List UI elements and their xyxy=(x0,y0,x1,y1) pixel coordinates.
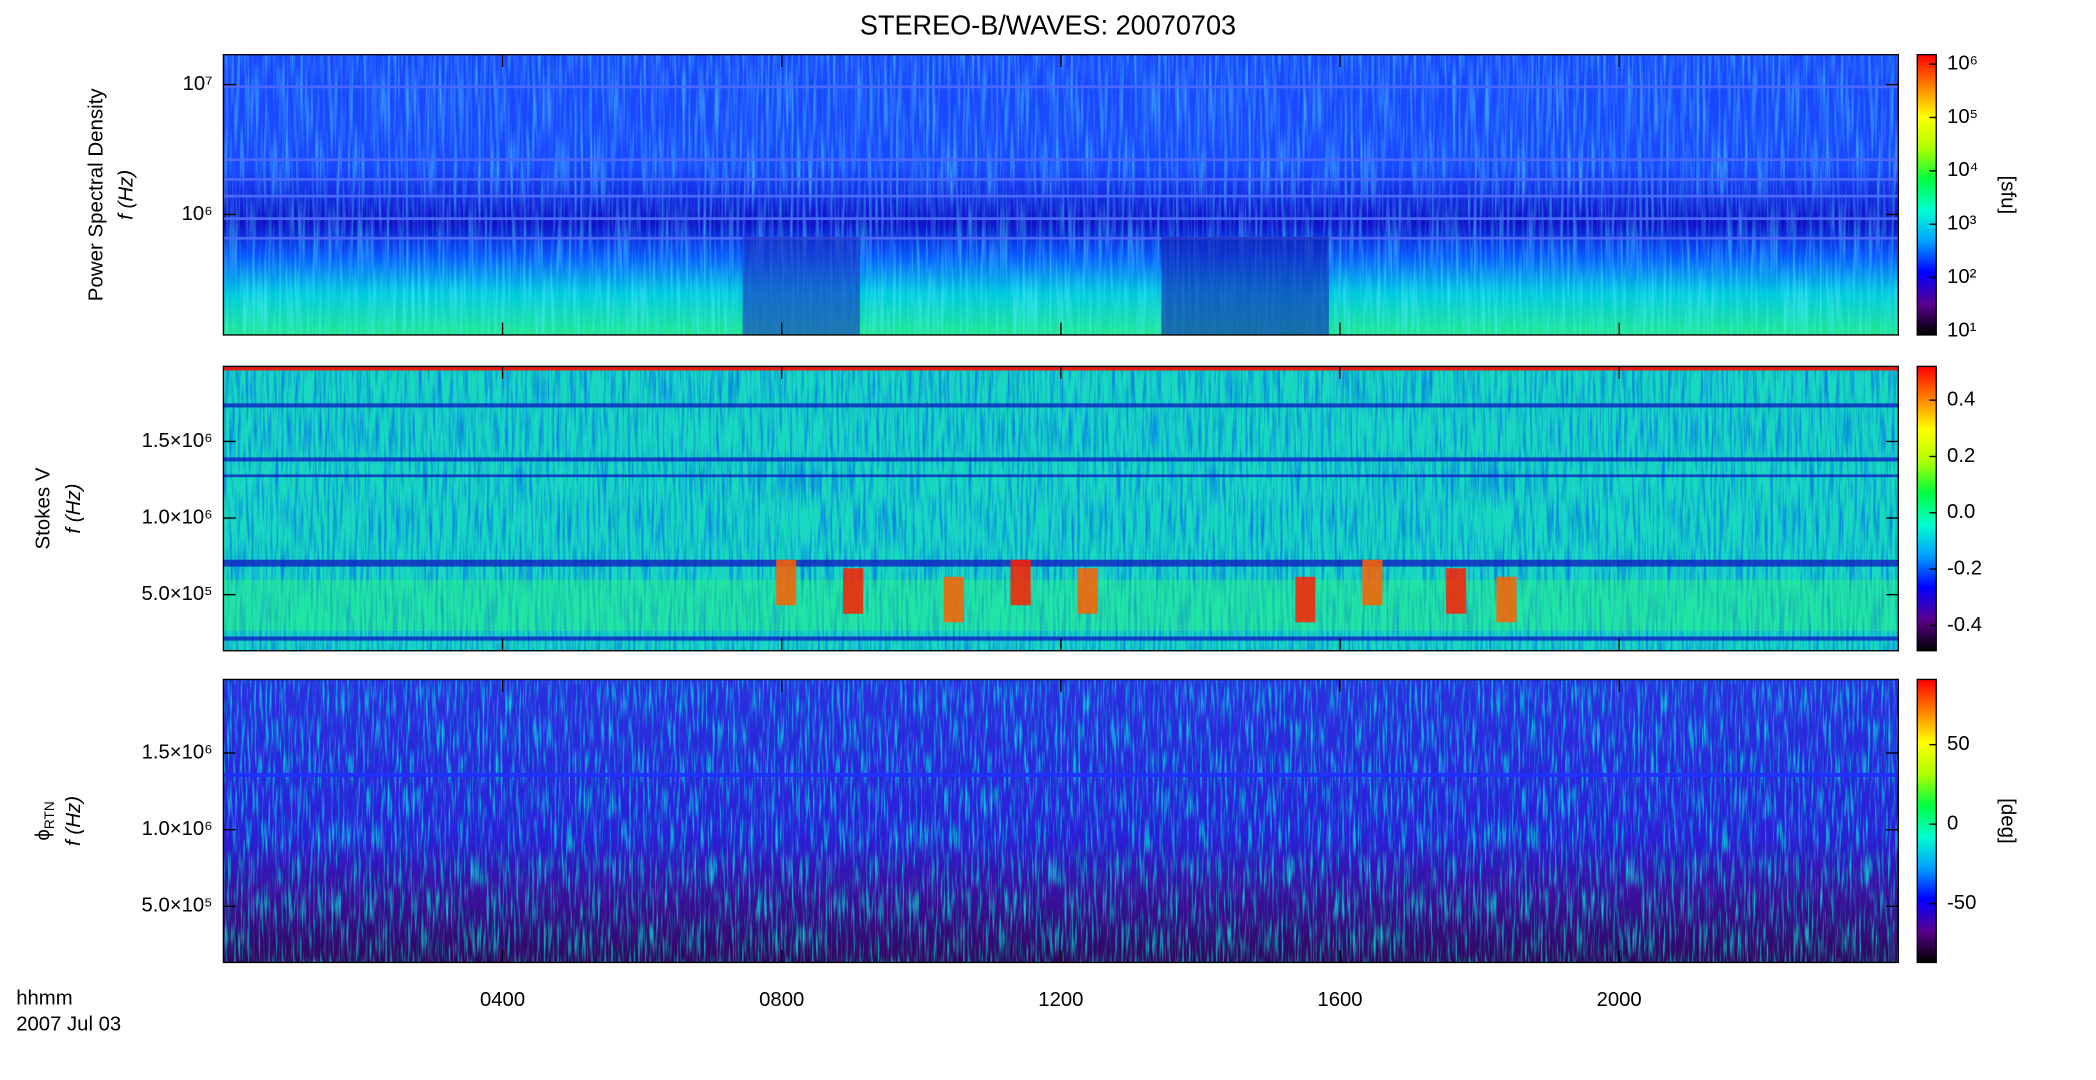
colorbar-tick-label: 10⁴ xyxy=(1947,159,1978,181)
spectrogram-burst xyxy=(1362,559,1383,606)
y-axis-label: ϕRTN xyxy=(33,801,57,840)
colorbar-tick-label: -0.4 xyxy=(1947,614,1982,636)
spectrogram-band xyxy=(223,403,1899,408)
y-axis-label-text: Power Spectral Density xyxy=(86,88,108,302)
y-tick-label: 1.5×10⁶ xyxy=(142,741,213,763)
y-tick-label: 1.0×10⁶ xyxy=(142,818,213,840)
spectrogram-burst xyxy=(943,576,964,623)
y-tick-label: 5.0×10⁵ xyxy=(142,895,213,917)
colorbar-tick-label: 10² xyxy=(1947,266,1977,288)
colorbar-tick-label: 0.0 xyxy=(1947,501,1975,523)
y-tick-label: 5.0×10⁵ xyxy=(142,583,213,605)
y-axis-label: f (Hz) xyxy=(116,170,138,220)
spectrogram-burst xyxy=(1496,576,1517,623)
spectrogram-texture xyxy=(223,679,1899,963)
y-axis-label: f (Hz) xyxy=(63,484,85,534)
y-axis-label: f (Hz) xyxy=(63,796,85,846)
chart-title: STEREO-B/WAVES: 20070703 xyxy=(860,9,1236,40)
colorbar xyxy=(1916,365,1937,652)
y-axis-label: Power Spectral Density xyxy=(86,88,108,302)
x-tick-label: 1200 xyxy=(1038,989,1083,1011)
spectrogram-band xyxy=(223,194,1899,198)
x-tick-label: 0800 xyxy=(759,989,804,1011)
spectrogram-burst xyxy=(1077,568,1098,614)
y-tick-label: 10⁷ xyxy=(183,73,213,95)
colorbar-tick-label: 0 xyxy=(1947,812,1958,834)
colorbar-tick-label: -0.2 xyxy=(1947,557,1982,579)
colorbar-tick-label: -50 xyxy=(1947,892,1976,914)
y-axis-label: Stokes V xyxy=(33,467,55,549)
spectrogram-band xyxy=(223,772,1899,777)
spectrogram-burst xyxy=(1446,568,1467,614)
spectrogram-band xyxy=(223,177,1899,181)
colorbar xyxy=(1916,54,1937,336)
spectrogram-band xyxy=(1228,236,1329,335)
y-axis-label-sub: RTN xyxy=(42,801,57,829)
spectrogram-texture xyxy=(223,366,1899,651)
spectrogram-band xyxy=(223,85,1899,89)
spectrogram-band xyxy=(742,236,860,335)
colorbar xyxy=(1916,678,1937,964)
x-axis-label: hhmm xyxy=(16,988,72,1010)
spectrogram-burst xyxy=(1010,559,1031,606)
spectrogram-band xyxy=(223,457,1899,462)
spectrogram-band xyxy=(223,474,1899,478)
x-tick-label: 2000 xyxy=(1597,989,1642,1011)
date-label: 2007 Jul 03 xyxy=(16,1014,121,1036)
colorbar-tick-label: 50 xyxy=(1947,733,1970,755)
x-tick-label: 0400 xyxy=(480,989,525,1011)
colorbar-tick-label: 10⁵ xyxy=(1947,106,1978,128)
y-tick-label: 1.5×10⁶ xyxy=(142,430,213,452)
y-tick-label: 1.0×10⁶ xyxy=(142,506,213,528)
x-tick-label: 1600 xyxy=(1317,989,1362,1011)
colorbar-tick-label: 10³ xyxy=(1947,213,1977,235)
spectrogram-burst xyxy=(843,568,864,614)
spectrogram-burst xyxy=(1295,576,1316,623)
colorbar-tick-label: 10¹ xyxy=(1947,319,1977,341)
y-tick-label: 10⁶ xyxy=(182,203,213,225)
spectrogram-band xyxy=(223,158,1899,162)
colorbar-tick-label: 0.4 xyxy=(1947,388,1975,410)
colorbar-label: [deg] xyxy=(1996,798,2018,844)
y-axis-label-text: ϕ xyxy=(33,829,55,840)
colorbar-label: [sfu] xyxy=(1996,175,2018,214)
spectrogram-band xyxy=(223,217,1899,220)
spectrogram-band xyxy=(223,579,1899,631)
colorbar-tick-label: 0.2 xyxy=(1947,445,1975,467)
colorbar-tick-label: 10⁶ xyxy=(1947,52,1978,74)
y-axis-label-text: Stokes V xyxy=(33,467,55,549)
spectrogram-band xyxy=(223,559,1899,567)
spectrogram-band xyxy=(1161,236,1229,335)
spectrogram-burst xyxy=(776,559,797,606)
spectrogram-band xyxy=(223,236,1899,240)
